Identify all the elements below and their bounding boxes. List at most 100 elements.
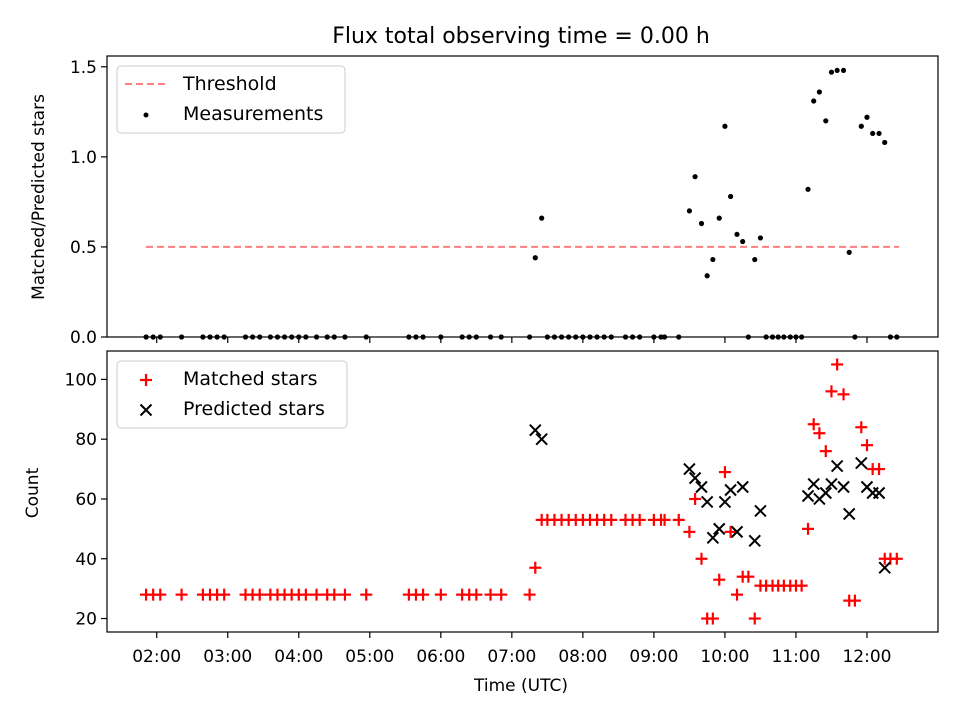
bottom-y-tick-label: 80: [75, 430, 97, 450]
bottom-y-tick-label: 20: [75, 610, 97, 630]
matched-star-point: [730, 588, 743, 601]
predicted-star-stroke-b: [819, 486, 832, 500]
matched-star-point: [742, 570, 755, 583]
measurement-point: [704, 273, 710, 279]
predicted-star-point: [878, 561, 891, 574]
matched-star-point: [470, 588, 483, 601]
matched-star-point: [683, 525, 696, 538]
top-y-ticks: 0.0 0.5 1.0 1.5: [70, 58, 868, 348]
matched-star-point: [360, 588, 373, 601]
matched-star-point: [831, 358, 844, 371]
top-y-tick-label: 1.5: [70, 58, 97, 78]
predicted-star-point: [683, 462, 696, 476]
matched-star-point: [890, 552, 903, 565]
measurement-point: [539, 215, 545, 221]
matched-star-point: [658, 513, 671, 526]
predicted-star-stroke-b: [801, 489, 815, 503]
bottom-legend: Matched stars Predicted stars: [116, 360, 348, 429]
predicted-star-stroke-b: [754, 504, 767, 518]
matched-star-point: [154, 588, 167, 601]
matched-star-point: [605, 513, 618, 526]
bottom-x-tick-label: 04:00: [274, 647, 323, 667]
chart-title: Flux total observing time = 0.00 h: [332, 24, 710, 49]
matched-star-point: [795, 579, 808, 592]
measurement-point: [840, 67, 847, 74]
predicted-star-point: [807, 477, 820, 491]
matched-star-point: [175, 588, 188, 601]
matched-star-point: [706, 612, 719, 625]
measurement-point: [882, 139, 888, 146]
measurement-point: [846, 249, 852, 255]
measurement-point: [805, 186, 811, 192]
measurement-point: [722, 123, 728, 129]
measurement-point: [858, 123, 864, 129]
matched-stars-points: [140, 358, 903, 625]
matched-star-point: [819, 445, 832, 458]
measurement-point: [740, 238, 746, 245]
flux-ratio-panel: Flux total observing time = 0.00 h Match…: [29, 24, 939, 348]
predicted-star-point: [872, 486, 886, 500]
predicted-star-stroke-b: [860, 480, 874, 494]
bottom-y-tick-label: 60: [75, 490, 97, 510]
predicted-star-stroke-b: [855, 456, 868, 470]
predicted-star-point: [825, 477, 838, 491]
bottom-plot-frame: [106, 350, 939, 633]
predicted-star-point: [713, 522, 726, 536]
x-axis-label: Time (UTC): [473, 676, 568, 696]
measurement-point: [757, 235, 764, 241]
predicted-star-point: [695, 480, 708, 494]
matched-star-point: [434, 588, 447, 601]
measurement-point: [828, 69, 835, 75]
measurement-point: [710, 256, 716, 263]
matched-star-point: [802, 522, 815, 535]
predicted-star-stroke-b: [695, 480, 708, 494]
measurement-point: [734, 231, 740, 237]
matched-star-point: [310, 588, 323, 601]
predicted-star-stroke-b: [724, 483, 737, 497]
predicted-star-point: [843, 507, 856, 521]
matched-star-point: [495, 588, 508, 601]
predicted-star-stroke-b: [700, 495, 714, 509]
predicted-star-point: [837, 480, 850, 494]
matched-star-point: [328, 588, 341, 601]
legend-matched-label: Matched stars: [183, 368, 317, 390]
bottom-x-tick-label: 09:00: [629, 647, 678, 667]
legend-threshold-label: Threshold: [182, 73, 277, 95]
matched-star-point: [860, 439, 873, 452]
bottom-x-tick-label: 10:00: [700, 647, 749, 667]
predicted-star-point: [529, 424, 542, 437]
predicted-star-stroke-b: [807, 477, 820, 491]
legend-predicted-swatch: [139, 403, 153, 417]
predicted-star-stroke-b: [688, 471, 702, 485]
measurement-point: [811, 98, 817, 104]
matched-star-point: [695, 552, 708, 565]
predicted-star-point: [754, 504, 767, 518]
measurement-point: [816, 89, 822, 95]
predicted-star-point: [535, 432, 548, 446]
predicted-star-point: [730, 525, 744, 539]
predicted-star-point: [801, 489, 815, 503]
measurement-point: [752, 256, 758, 263]
matched-star-point: [873, 463, 886, 476]
predicted-star-point: [819, 486, 832, 500]
measurement-point: [870, 130, 876, 137]
predicted-star-stroke-b: [878, 561, 891, 574]
predicted-star-point: [748, 534, 761, 548]
matched-star-point: [718, 466, 731, 479]
matched-star-point: [253, 588, 266, 601]
top-y-tick-label: 1.0: [70, 148, 97, 168]
predicted-star-stroke-b: [736, 480, 749, 494]
matched-star-point: [713, 573, 726, 586]
bottom-x-tick-label: 02:00: [132, 647, 181, 667]
top-legend-box: [116, 65, 346, 134]
bottom-y-tick-label: 100: [65, 370, 97, 390]
predicted-star-stroke-b: [529, 424, 542, 437]
measurement-point: [876, 130, 882, 137]
predicted-star-stroke-b: [843, 507, 856, 521]
predicted-star-point: [700, 495, 714, 509]
measurement-point: [864, 114, 870, 120]
measurement-point: [716, 215, 722, 221]
matched-star-point: [807, 418, 820, 431]
predicted-star-point: [724, 483, 737, 497]
bottom-x-tick-label: 07:00: [487, 647, 536, 667]
